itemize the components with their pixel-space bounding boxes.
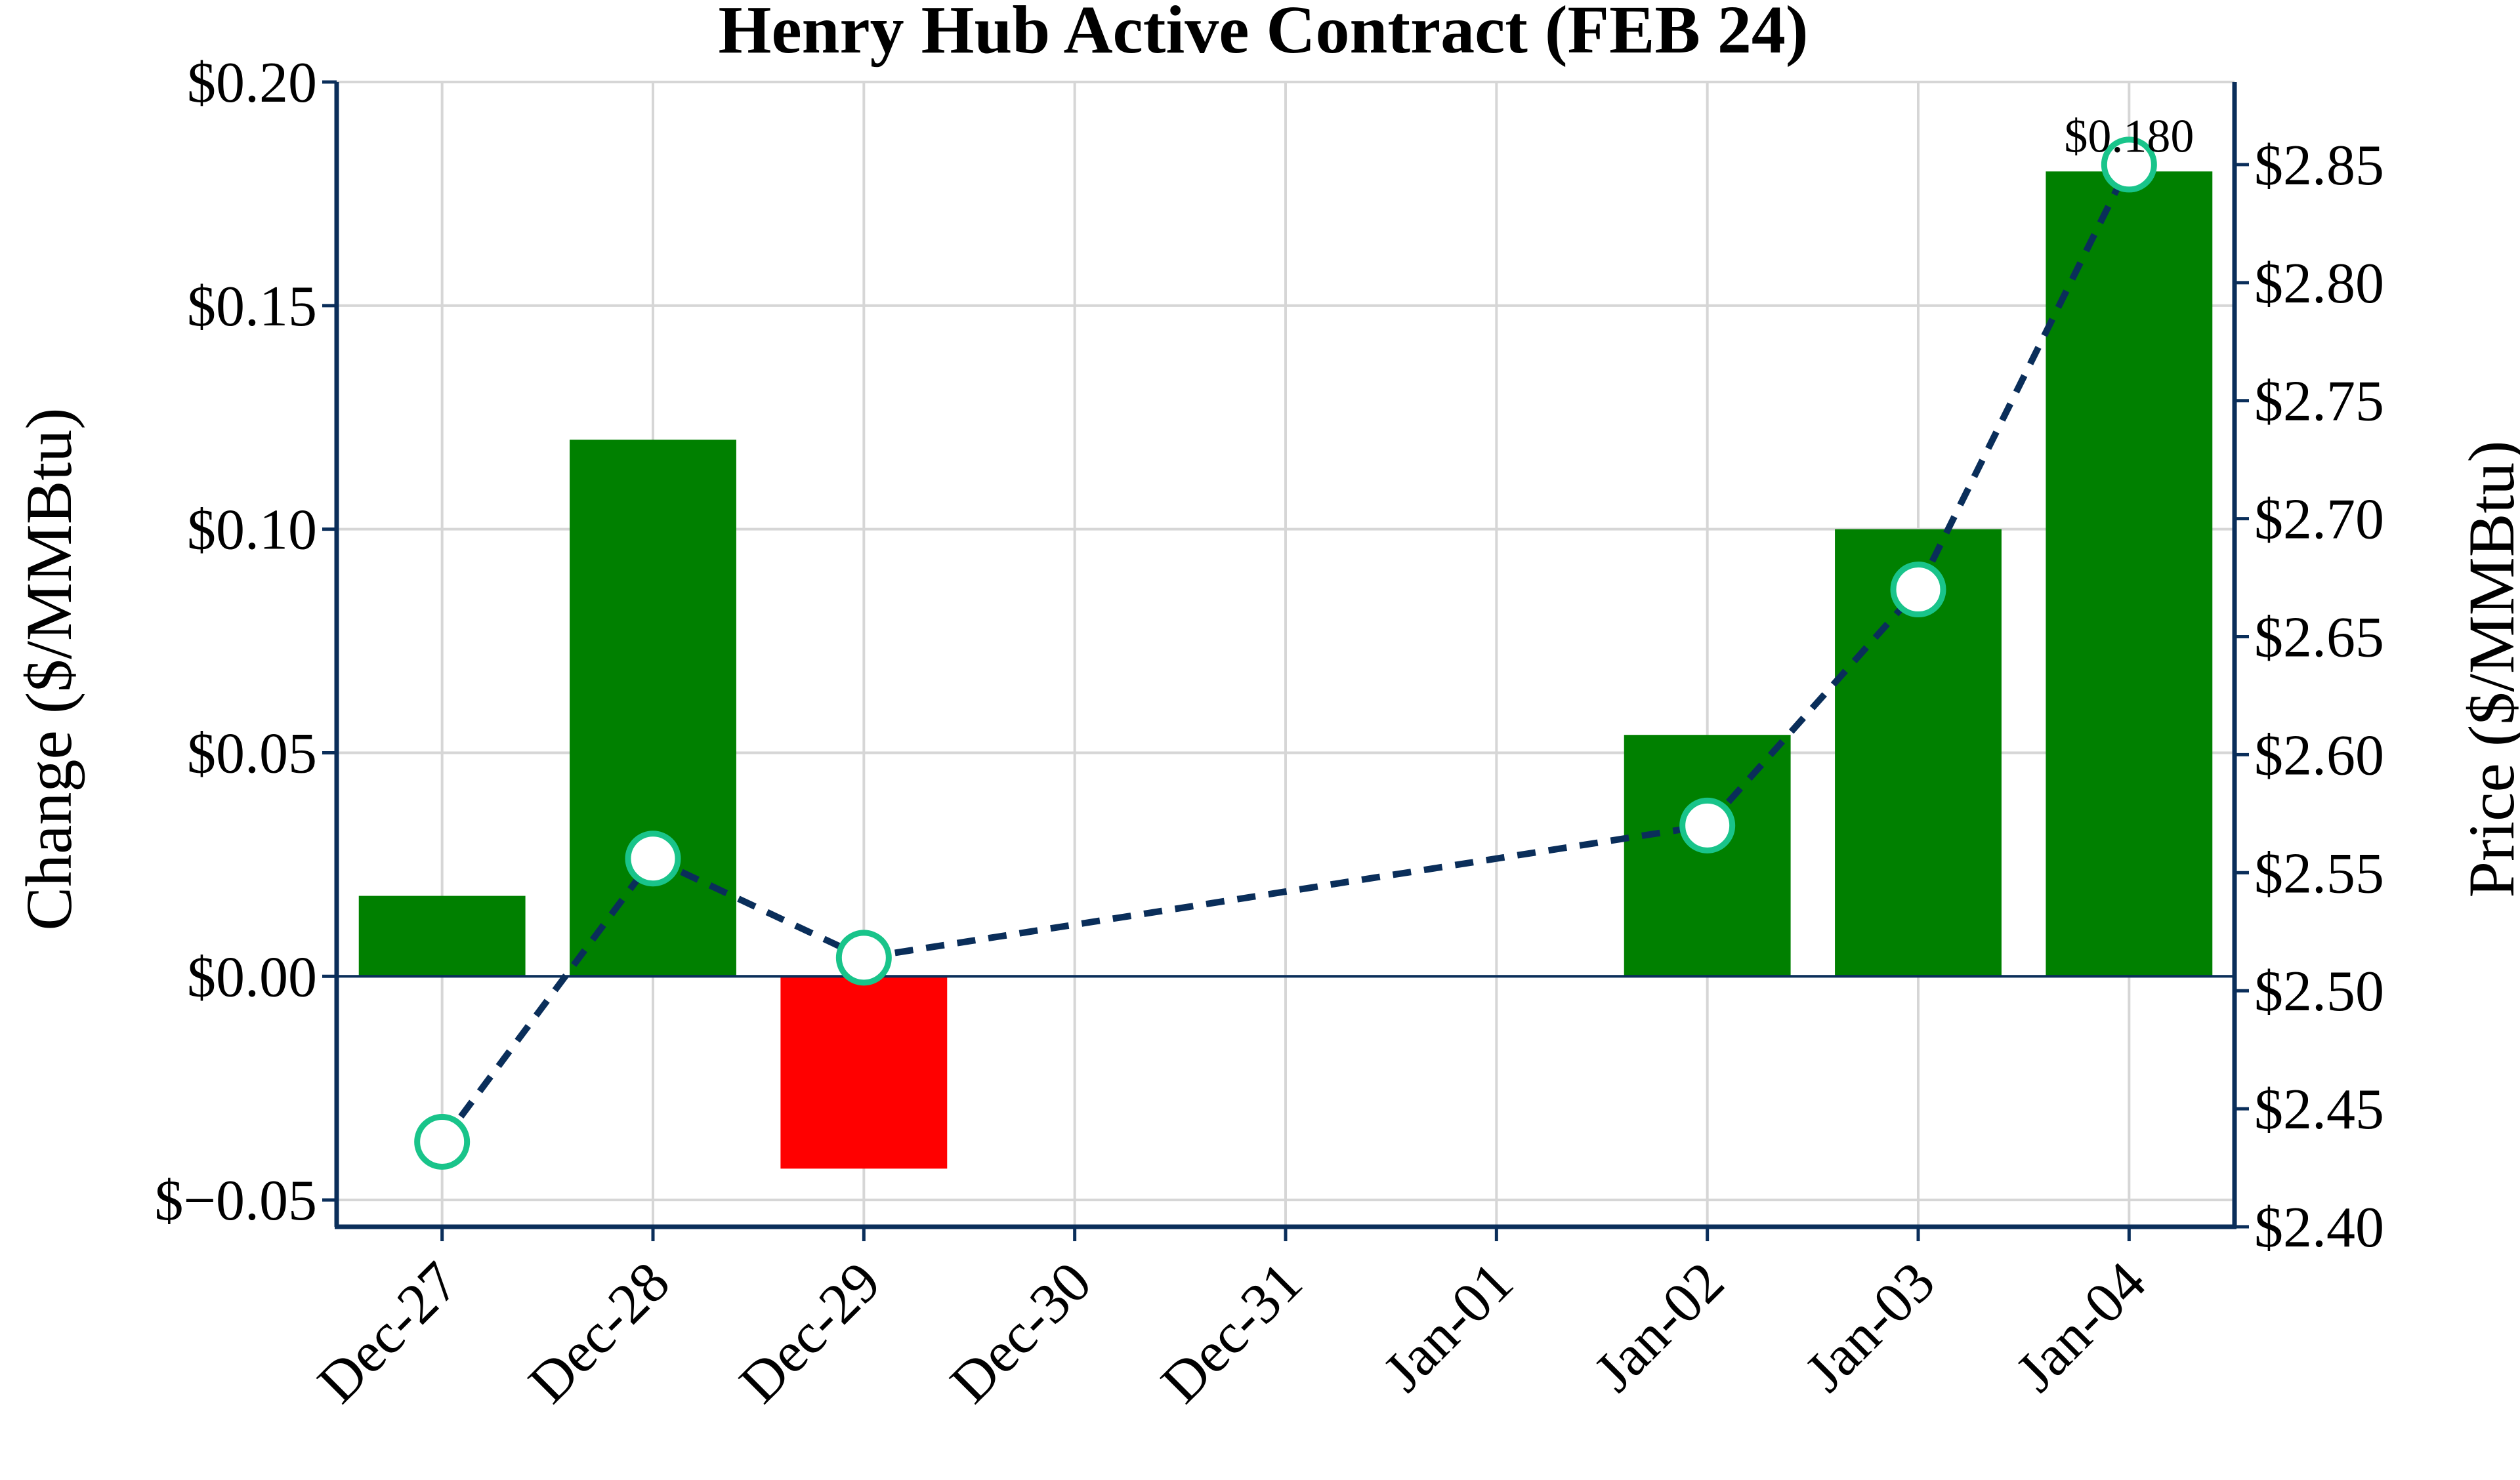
price-point: [835, 930, 892, 986]
y2-tick-label: $2.45: [2254, 1078, 2384, 1141]
y2-tick-label: $2.65: [2254, 606, 2384, 670]
y2-axis-label: Price ($/MMBtu): [2455, 440, 2520, 897]
bar-data-label: $0.180: [2064, 110, 2194, 162]
y-tick-label: $0.00: [187, 945, 317, 1009]
price-line-segment: [1704, 587, 1921, 828]
annotations: $0.180: [2064, 110, 2194, 162]
y2-tick-label: $2.55: [2254, 842, 2384, 905]
y2-tick-label: $2.80: [2254, 252, 2384, 316]
x-tick-label: Jan-02: [1582, 1250, 1736, 1404]
bar: [358, 895, 526, 977]
x-tick-label: Dec-29: [728, 1250, 893, 1416]
x-tick-label: Dec-28: [516, 1250, 682, 1416]
x-tick-label: Dec-30: [938, 1250, 1104, 1416]
price-point: [414, 1113, 471, 1170]
price-point: [1679, 797, 1736, 853]
bar: [2046, 171, 2213, 977]
y2-tick-label: $2.70: [2254, 488, 2384, 552]
y2-tick-label: $2.85: [2254, 134, 2384, 197]
price-line-segment: [863, 822, 1708, 961]
y-axis-label: Change ($/MMBtu): [12, 407, 85, 930]
x-tick-label: Dec-31: [1149, 1250, 1314, 1416]
price-line: [414, 136, 2157, 1170]
bars: [358, 171, 2213, 1169]
price-point: [625, 831, 681, 887]
price-line-segment: [1915, 163, 2132, 591]
price-point: [1890, 562, 1946, 618]
x-tick-label: Dec-27: [306, 1250, 471, 1416]
chart-title: Henry Hub Active Contract (FEB 24): [719, 0, 1809, 68]
y2-tick-label: $2.50: [2254, 960, 2384, 1023]
y-tick-label: $0.15: [187, 275, 317, 339]
bar: [1624, 735, 1791, 977]
y-tick-label: $0.20: [187, 51, 317, 115]
price-line-segment: [651, 855, 866, 961]
x-tick-label: Jan-01: [1372, 1250, 1525, 1404]
y2-tick-label: $2.40: [2254, 1196, 2384, 1260]
y-tick-label: $−0.05: [154, 1169, 317, 1233]
x-tick-label: Jan-03: [1794, 1250, 1947, 1404]
price-point: [2101, 136, 2157, 193]
bar: [780, 976, 948, 1169]
y2-tick-label: $2.75: [2254, 370, 2384, 434]
y2-tick-label: $2.60: [2254, 724, 2384, 787]
y-tick-label: $0.10: [187, 499, 317, 562]
x-tick-label: Jan-04: [2004, 1250, 2158, 1404]
y-tick-label: $0.05: [187, 722, 317, 785]
bar: [570, 440, 736, 977]
axes: [322, 80, 2249, 1241]
price-line-segment: [439, 856, 656, 1144]
